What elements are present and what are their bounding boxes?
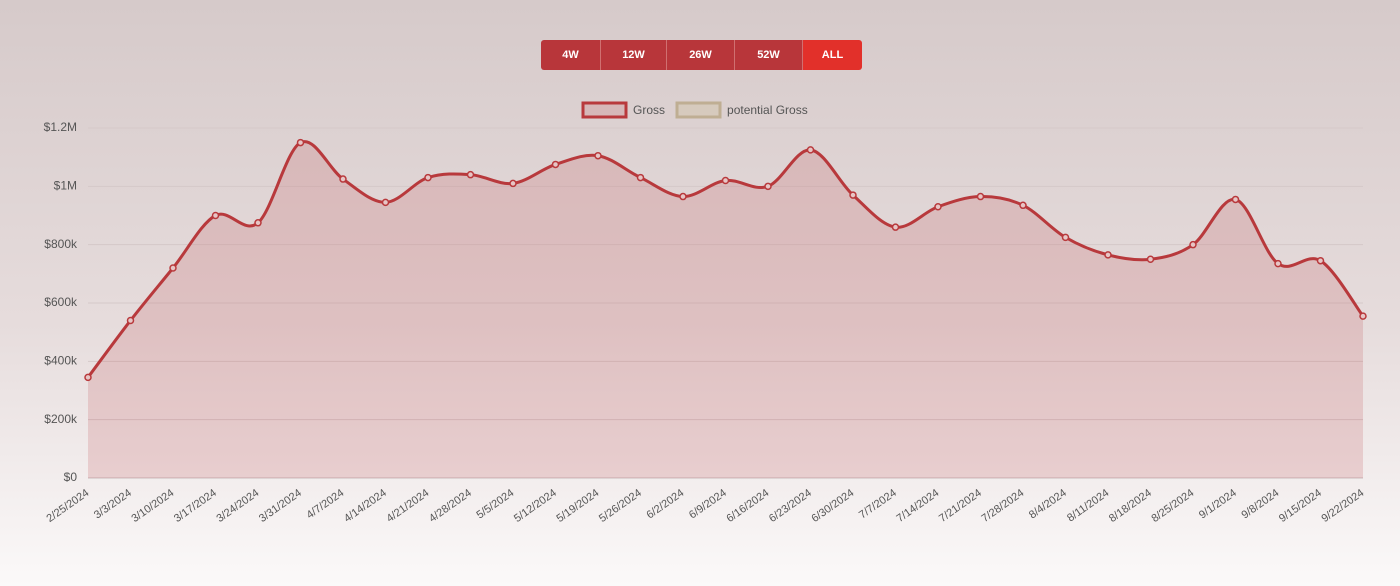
point bbox=[254, 219, 262, 227]
x-tick-label: 6/16/2024 bbox=[724, 487, 771, 525]
y-tick-label: $400k bbox=[44, 354, 78, 368]
point bbox=[381, 198, 390, 207]
point bbox=[339, 175, 347, 183]
point bbox=[1104, 251, 1112, 259]
point bbox=[849, 191, 857, 199]
point bbox=[976, 192, 985, 201]
point bbox=[211, 211, 220, 220]
x-tick-label: 8/11/2024 bbox=[1065, 487, 1111, 524]
point bbox=[1231, 195, 1240, 204]
x-tick-label: 7/28/2024 bbox=[979, 487, 1026, 525]
x-tick-label: 4/28/2024 bbox=[427, 487, 474, 525]
x-tick-label: 7/21/2024 bbox=[937, 487, 984, 525]
x-tick-label: 3/24/2024 bbox=[214, 487, 261, 525]
legend-swatch bbox=[675, 101, 722, 119]
x-tick-label: 4/21/2024 bbox=[384, 487, 431, 525]
x-tick-label: 9/15/2024 bbox=[1277, 487, 1324, 525]
x-tick-label: 3/31/2024 bbox=[257, 487, 304, 525]
range-button[interactable]: 52W bbox=[735, 40, 803, 70]
point bbox=[891, 223, 900, 231]
point bbox=[424, 173, 432, 182]
x-tick-label: 3/10/2024 bbox=[129, 487, 176, 525]
point bbox=[84, 373, 92, 382]
point bbox=[466, 170, 475, 179]
range-buttons: 4W 12W 26W 52W ALL bbox=[541, 40, 862, 70]
x-tick-label: 5/12/2024 bbox=[512, 487, 559, 525]
x-tick-label: 9/1/2024 bbox=[1197, 487, 1239, 521]
x-tick-label: 6/23/2024 bbox=[767, 487, 814, 525]
range-button[interactable]: 12W bbox=[601, 40, 667, 70]
x-tick-label: 5/19/2024 bbox=[554, 487, 601, 525]
point bbox=[594, 151, 602, 160]
point bbox=[934, 203, 942, 211]
point bbox=[806, 146, 815, 154]
x-tick-label: 4/14/2024 bbox=[342, 487, 389, 525]
y-tick-label: $200k bbox=[44, 412, 78, 426]
point bbox=[1061, 233, 1070, 242]
point bbox=[1359, 312, 1367, 320]
point bbox=[1274, 259, 1282, 268]
x-tick-label: 8/4/2024 bbox=[1027, 487, 1069, 521]
x-tick-label: 5/5/2024 bbox=[474, 487, 516, 521]
point bbox=[126, 316, 135, 325]
y-tick-label: $800k bbox=[44, 237, 78, 251]
x-tick-label: 5/26/2024 bbox=[597, 487, 644, 525]
x-tick-label: 3/17/2024 bbox=[172, 487, 219, 525]
range-button[interactable]: 26W bbox=[667, 40, 735, 70]
y-tick-label: $0 bbox=[64, 470, 78, 484]
x-tick-label: 6/9/2024 bbox=[687, 487, 729, 521]
x-tick-label: 7/14/2024 bbox=[894, 487, 941, 525]
point bbox=[721, 176, 730, 185]
x-tick-label: 7/7/2024 bbox=[857, 487, 899, 521]
point bbox=[551, 160, 560, 169]
point bbox=[764, 182, 772, 191]
y-tick-label: $1M bbox=[54, 179, 77, 193]
legend-label: Gross bbox=[633, 103, 665, 117]
area bbox=[88, 141, 1363, 479]
point bbox=[636, 173, 645, 182]
x-tick-label: 3/3/2024 bbox=[92, 487, 134, 521]
x-tick-label: 6/2/2024 bbox=[644, 487, 686, 521]
legend-swatch bbox=[581, 101, 628, 119]
point bbox=[169, 264, 177, 272]
x-tick-label: 4/7/2024 bbox=[304, 487, 346, 521]
y-tick-label: $1.2M bbox=[44, 120, 77, 134]
x-tick-label: 6/30/2024 bbox=[809, 487, 856, 525]
point bbox=[509, 179, 517, 188]
point bbox=[296, 138, 305, 147]
y-tick-label: $600k bbox=[44, 295, 78, 309]
legend-label: potential Gross bbox=[727, 103, 808, 117]
point bbox=[1019, 201, 1027, 210]
x-tick-label: 8/25/2024 bbox=[1149, 487, 1196, 525]
point bbox=[1316, 256, 1325, 265]
point bbox=[679, 192, 687, 201]
point bbox=[1189, 240, 1197, 249]
point bbox=[1146, 255, 1155, 263]
x-tick-label: 2/25/2024 bbox=[44, 487, 91, 525]
x-tick-label: 8/18/2024 bbox=[1107, 487, 1154, 525]
range-button[interactable]: ALL bbox=[803, 40, 862, 70]
range-button[interactable]: 4W bbox=[541, 40, 601, 70]
x-tick-label: 9/8/2024 bbox=[1239, 487, 1281, 521]
x-tick-label: 9/22/2024 bbox=[1319, 487, 1366, 525]
